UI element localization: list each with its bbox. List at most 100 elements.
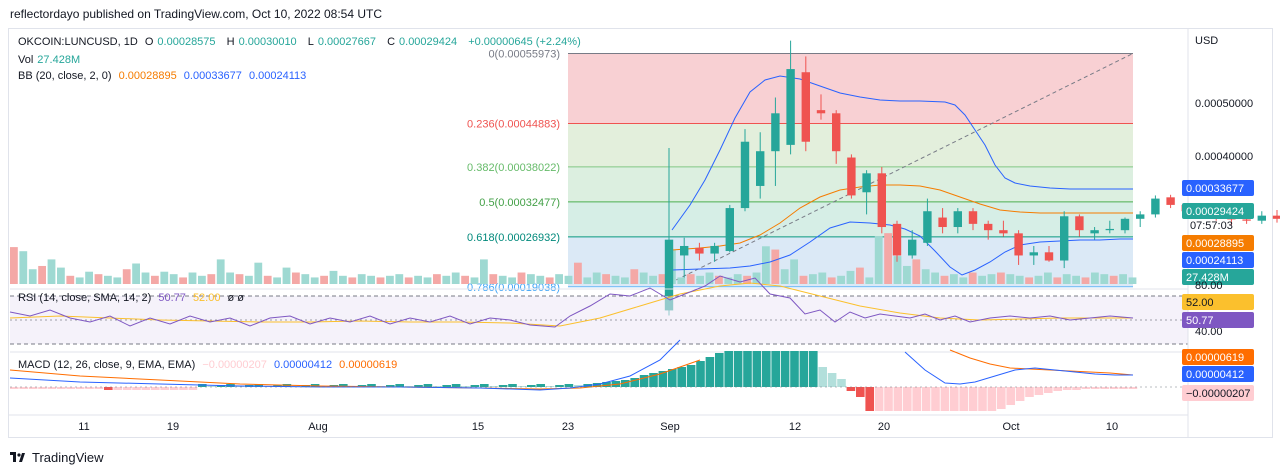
candle-body [1105, 228, 1114, 231]
volume-bar [884, 233, 892, 284]
candle-body [999, 230, 1008, 234]
candle-body [680, 245, 689, 256]
volume-bar [968, 272, 977, 284]
macd-hist-bar [132, 387, 141, 390]
symbol-label: OKCOIN:LUNCUSD, 1D [18, 36, 138, 48]
macd-hist-bar [592, 383, 602, 387]
volume-bar [235, 274, 244, 284]
time-axis-label: Sep [660, 421, 680, 433]
volume-bar [874, 236, 883, 284]
candle-body [1120, 218, 1130, 231]
fib-trend-line [669, 52, 1134, 284]
macd-hist-bar [357, 385, 367, 387]
volume-bar [470, 277, 479, 284]
volume-bar [818, 272, 827, 284]
volume-bar [978, 275, 986, 284]
volume-bar [715, 275, 723, 284]
macd-hist-bar [743, 351, 752, 387]
rsi-tick-label: 80.00 [1195, 280, 1223, 292]
macd-hist-bar [188, 387, 198, 390]
volume-bar [705, 272, 714, 284]
volume-bar [329, 270, 338, 284]
volume-bar [837, 275, 845, 284]
macd-hist-bar [179, 387, 188, 390]
macd-hist-bar [978, 387, 987, 411]
bb-lower-badge: 0.00024113 [1186, 255, 1243, 267]
volume-bar [799, 275, 808, 284]
volume-bar [592, 272, 601, 284]
macd-hist-bar [1025, 387, 1034, 397]
volume-bar [1044, 272, 1052, 284]
macd-hist-bar [874, 387, 884, 411]
fib-level-label: 0(0.00055973) [488, 48, 560, 60]
volume-bar [160, 271, 169, 284]
fib-level-label: 0.5(0.00032477) [479, 197, 560, 209]
bb-upper-line [671, 75, 1133, 231]
macd-hist-bar [903, 387, 912, 411]
macd-hist-bar [1034, 387, 1044, 395]
volume-bar [367, 275, 375, 284]
rsi-sma-badge: 52.00 [1186, 297, 1214, 309]
volume-bar [893, 256, 902, 284]
macd-signal-badge-bg [1182, 349, 1254, 365]
volume-bar [950, 274, 958, 284]
macd-hist-bar [104, 387, 113, 390]
macd-signal-badge: 0.00000619 [1186, 352, 1244, 364]
close-price-badge: 0.00029424 [1186, 206, 1244, 218]
time-axis-label: 19 [167, 421, 179, 433]
candle-body [1014, 233, 1023, 256]
macd-hist-bar [884, 387, 893, 411]
volume-bar [66, 275, 75, 284]
volume-bar [959, 277, 968, 284]
volume-bar [545, 277, 554, 284]
fibonacci-retracement[interactable]: 0(0.00055973) 0.236(0.00044883) 0.382(0.00… [467, 48, 1134, 294]
macd-hist-bar [799, 351, 809, 387]
volume-bar [94, 274, 103, 284]
low-value: 0.00027667 [317, 36, 376, 48]
macd-hist-bar [827, 373, 837, 387]
macd-hist-bar [621, 380, 630, 387]
candle-body [816, 110, 826, 114]
volume-bar [658, 274, 667, 284]
rsi-sma-badge-bg [1182, 294, 1254, 310]
volume-bar [574, 262, 582, 284]
volume-bar [376, 277, 385, 284]
close-price-badge-bg [1182, 203, 1254, 219]
volume-bar [649, 275, 657, 284]
volume-bar [226, 272, 234, 284]
volume-bar [1128, 277, 1137, 284]
candle-body [968, 211, 978, 224]
volume-bar [38, 265, 46, 284]
rsi-value-badge: 50.77 [1186, 315, 1214, 327]
macd-hist-bar [339, 384, 348, 387]
time-axis-label: 10 [1106, 421, 1118, 433]
time-axis-label: Aug [308, 421, 328, 433]
candle-body [984, 223, 993, 231]
volume-bar [827, 277, 836, 284]
candle-body [1090, 230, 1099, 234]
volume-bar [386, 275, 394, 284]
macd-hist-bar [668, 369, 677, 387]
macd-hist-bar [555, 385, 564, 387]
macd-hist-bar [1109, 387, 1119, 389]
macd-hist-bar [527, 385, 536, 387]
macd-hist-bar [809, 351, 818, 387]
axes: USD 0.00050000 0.00040000 0.00033677 0.00029… [8, 28, 1254, 438]
macd-hist-bar [762, 351, 771, 387]
volume-bar [10, 247, 18, 284]
macd-hist-bar [489, 386, 498, 387]
candle-body [923, 211, 932, 243]
volume-bars [10, 233, 1137, 284]
macd-hist-bar [386, 385, 395, 387]
macd-line-badge-bg [1182, 366, 1254, 382]
rsi-legend: RSI (14, close, SMA, 14, 2) 50.77 52.00 … [18, 292, 245, 304]
macd-hist-bar [57, 387, 66, 389]
time-axis-label: 11 [78, 421, 89, 433]
tradingview-branding[interactable]: TradingView [10, 450, 104, 465]
macd-hist-bar [508, 384, 517, 387]
candle-body [862, 173, 871, 193]
macd-hist-bar [75, 387, 85, 389]
macd-line [9, 339, 1133, 391]
macd-hist-bar [921, 387, 931, 411]
